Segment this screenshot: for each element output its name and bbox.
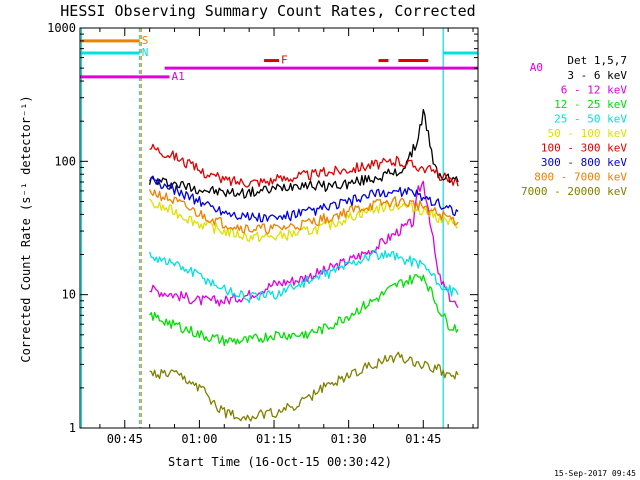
series-line <box>149 175 459 223</box>
y-tick-label: 1000 <box>47 21 76 35</box>
y-axis: 1 10 100 1000 <box>47 21 478 435</box>
plot-frame <box>79 27 479 429</box>
status-bar-label: A0 <box>530 61 543 74</box>
y-tick-label: 100 <box>54 154 76 168</box>
y-tick-label: 10 <box>62 288 76 302</box>
series-line <box>149 351 459 422</box>
series-line <box>148 189 459 235</box>
series-line <box>148 249 459 304</box>
status-bar-label: S <box>142 34 149 47</box>
series-line <box>149 198 459 243</box>
y-tick-label: 1 <box>69 421 76 435</box>
x-tick-label: 01:15 <box>256 432 292 446</box>
plot-area: SN F A0 A1 <box>79 27 543 429</box>
series-line <box>149 143 459 188</box>
legend-entry: 300 - 800 keV <box>541 156 627 169</box>
legend-entry: 50 - 100 keV <box>548 127 628 140</box>
status-bar-label: A1 <box>172 70 185 83</box>
plot-inner <box>80 28 478 428</box>
status-bar-label: N <box>142 46 149 59</box>
x-tick-label: 00:45 <box>107 432 143 446</box>
status-bar-label: F <box>281 54 288 67</box>
series-line <box>148 108 459 199</box>
legend-entry: 800 - 7000 keV <box>534 171 627 184</box>
x-tick-label: 01:00 <box>181 432 217 446</box>
legend-entry: 3 - 6 keV <box>567 69 627 82</box>
legend-entry: 7000 - 20000 keV <box>521 185 627 198</box>
x-axis-label: Start Time (16-Oct-15 00:30:42) <box>168 455 392 469</box>
series-line <box>149 180 459 308</box>
y-axis-label: Corrected Count Rate (s⁻¹ detector⁻¹) <box>19 95 33 362</box>
legend-title: Det 1,5,7 <box>567 54 627 67</box>
x-axis: 00:45 01:00 01:15 01:30 01:45 <box>99 28 474 446</box>
legend-entry: 12 - 25 keV <box>554 98 627 111</box>
series-line <box>149 274 459 347</box>
timestamp-stamp: 15-Sep-2017 09:45 <box>554 469 636 478</box>
legend-entry: 25 - 50 keV <box>554 113 627 126</box>
legend-entry: 100 - 300 keV <box>541 142 627 155</box>
x-tick-label: 01:45 <box>405 432 441 446</box>
x-tick-label: 01:30 <box>331 432 367 446</box>
chart-title: HESSI Observing Summary Count Rates, Cor… <box>60 2 475 20</box>
legend-entry: 6 - 12 keV <box>561 84 628 97</box>
